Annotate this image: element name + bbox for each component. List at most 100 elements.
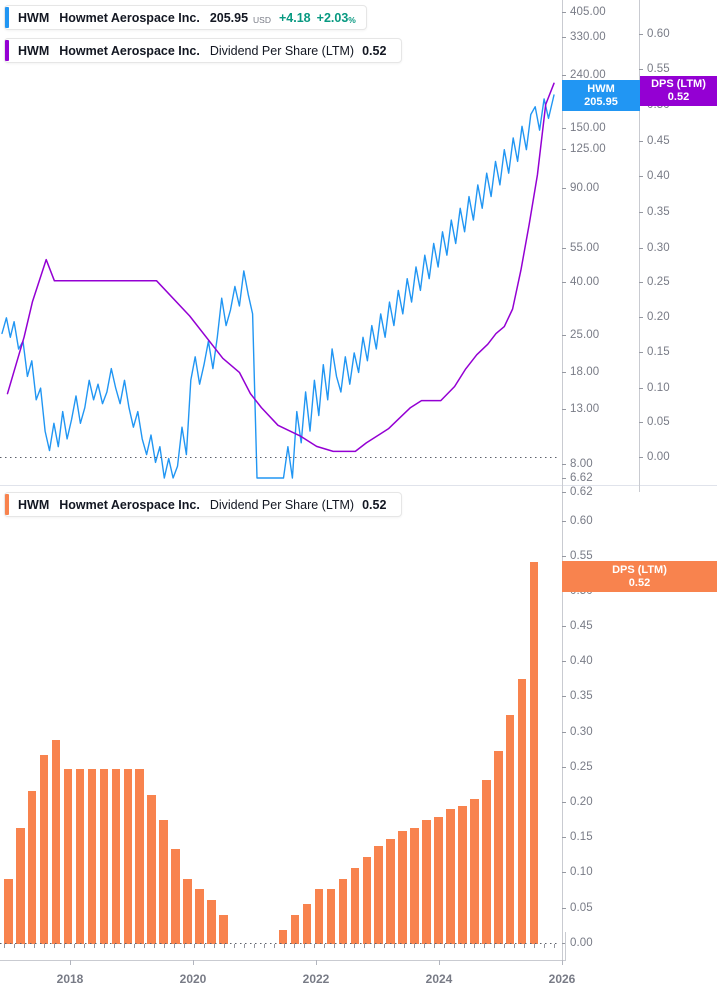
bar-axis-tick — [164, 944, 165, 948]
bar[interactable] — [195, 889, 204, 944]
legend-dps-overlay[interactable]: HWM Howmet Aerospace Inc. Dividend Per S… — [4, 38, 403, 63]
bar-axis-tick — [84, 944, 85, 948]
bar[interactable] — [147, 794, 156, 944]
bar[interactable] — [482, 780, 491, 944]
axis-tick-label: 6.62 — [570, 472, 593, 484]
bar[interactable] — [15, 827, 25, 944]
bar[interactable] — [207, 900, 216, 944]
bar[interactable] — [386, 838, 395, 944]
bar[interactable] — [505, 714, 515, 944]
bar[interactable] — [219, 914, 228, 944]
legend-dps-pane[interactable]: HWM Howmet Aerospace Inc. Dividend Per S… — [4, 492, 403, 517]
axis-tick — [639, 282, 643, 283]
bar[interactable] — [123, 769, 133, 944]
bar[interactable] — [4, 878, 13, 944]
time-axis-tick — [562, 960, 563, 965]
bar-axis-tick — [24, 944, 25, 948]
bar[interactable] — [338, 878, 348, 944]
bar-axis-tick — [254, 944, 255, 948]
axis-tick — [562, 248, 566, 249]
bar-axis-tick — [144, 944, 145, 948]
bar-axis-tick — [54, 944, 55, 948]
bar[interactable] — [51, 740, 61, 944]
bar[interactable] — [410, 827, 419, 944]
axis-corner — [565, 932, 566, 961]
bar-axis-tick — [344, 944, 345, 948]
bar-axis-tick — [34, 944, 35, 948]
badge-title: HWM — [587, 82, 615, 95]
bar-axis-tick — [324, 944, 325, 948]
bar[interactable] — [470, 798, 479, 944]
axis-tick — [562, 37, 566, 38]
axis-tick — [639, 317, 643, 318]
bar[interactable] — [517, 678, 527, 944]
badge-value: 205.95 — [584, 95, 618, 108]
bar-axis-tick — [534, 944, 535, 948]
axis-tick — [562, 626, 566, 627]
legend-price[interactable]: HWM Howmet Aerospace Inc. 205.95 USD +4.… — [4, 5, 367, 30]
price-badge-dps-pane[interactable]: DPS (LTM) 0.52 — [562, 561, 717, 592]
bar[interactable] — [350, 867, 360, 944]
bar[interactable] — [75, 769, 85, 944]
axis-tick-label: 55.00 — [570, 242, 600, 254]
dps-pane[interactable] — [0, 487, 560, 957]
bar[interactable] — [434, 816, 443, 944]
bar[interactable] — [278, 929, 288, 944]
bar[interactable] — [290, 914, 300, 944]
bar[interactable] — [63, 769, 73, 944]
legend-currency: USD — [253, 14, 271, 25]
bar-axis-tick — [174, 944, 175, 948]
axis-tick-label: 0.10 — [647, 382, 670, 394]
bar-axis-tick — [424, 944, 425, 948]
bar[interactable] — [302, 904, 312, 944]
bar-axis-tick — [114, 944, 115, 948]
bar-axis-tick — [384, 944, 385, 948]
bar[interactable] — [398, 831, 407, 944]
axis-tick-label: 0.30 — [570, 726, 593, 738]
bar-axis-tick — [474, 944, 475, 948]
bar[interactable] — [87, 769, 97, 944]
bar-axis-tick — [524, 944, 525, 948]
bar[interactable] — [171, 849, 180, 944]
bar[interactable] — [529, 562, 539, 944]
bar[interactable] — [422, 820, 431, 944]
bar[interactable] — [326, 889, 336, 944]
axis-tick-label: 240.00 — [570, 69, 606, 81]
axis-tick-label: 125.00 — [570, 143, 606, 155]
bar-axis-tick — [44, 944, 45, 948]
axis-line — [562, 0, 563, 965]
price-badge-dps-overlay[interactable]: DPS (LTM) 0.52 — [640, 76, 717, 106]
bar[interactable] — [27, 791, 37, 944]
percent-sign: % — [348, 14, 356, 25]
legend-description: Howmet Aerospace Inc. — [59, 43, 200, 58]
bar[interactable] — [374, 845, 384, 944]
axis-tick-label: 0.15 — [570, 831, 593, 843]
bar[interactable] — [446, 809, 455, 944]
bar[interactable] — [183, 878, 192, 944]
bar[interactable] — [159, 820, 168, 944]
bar[interactable] — [362, 856, 372, 944]
bar-axis-tick — [504, 944, 505, 948]
bar[interactable] — [314, 889, 324, 944]
bar[interactable] — [39, 754, 49, 944]
axis-tick — [639, 212, 643, 213]
bar-axis-tick — [294, 944, 295, 948]
bar[interactable] — [111, 769, 121, 944]
bar-axis-tick — [494, 944, 495, 948]
price-pane[interactable] — [0, 0, 560, 485]
time-axis[interactable]: 2018 2020 2022 2024 2026 — [0, 932, 717, 1005]
axis-tick — [562, 767, 566, 768]
axis-tick — [562, 128, 566, 129]
time-axis-label: 2026 — [548, 972, 576, 986]
axis-tick — [562, 464, 566, 465]
bar-axis-tick — [244, 944, 245, 948]
bar[interactable] — [135, 769, 145, 944]
bar[interactable] — [458, 805, 467, 944]
bar-axis-tick — [224, 944, 225, 948]
axis-tick — [562, 556, 566, 557]
axis-tick-label: 0.00 — [570, 937, 593, 949]
price-badge-hwm[interactable]: HWM 205.95 — [562, 80, 640, 111]
axis-tick-label: 330.00 — [570, 31, 606, 43]
bar[interactable] — [99, 769, 109, 944]
bar[interactable] — [493, 751, 503, 944]
